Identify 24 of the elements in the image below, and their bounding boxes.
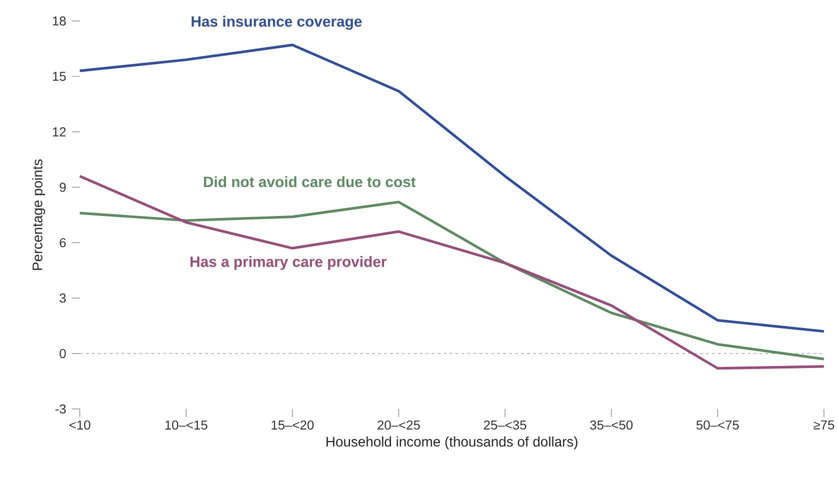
series-label: Has insurance coverage [192,16,362,30]
y-tick-label: 18 [52,16,66,26]
line-series [78,174,826,370]
line-series [78,44,826,333]
series-label: Did not avoid care due to cost [204,176,416,188]
y-tick-label: 3 [60,294,66,303]
series-label: Has a primary care provider [190,256,387,270]
x-tick-label: <10 [69,420,90,430]
x-tick-label: 15–<20 [272,420,314,430]
x-tick-label: 25–<35 [484,420,526,430]
y-axis-title: Percentage points [32,160,46,270]
x-axis-title: Household income (thousands of dollars) [326,436,578,450]
y-tick-label: 9 [60,182,66,192]
line-series [78,200,826,360]
y-tick-label: 6 [60,238,66,248]
y-tick-label: 15 [52,72,66,81]
x-tick-label: 20–<25 [378,420,420,430]
y-tick-label: 0 [60,349,66,358]
x-tick-label: 35–<50 [590,420,633,430]
y-tick-label: 12 [52,127,66,136]
x-tick-label: 50–<75 [696,420,739,430]
y-tick-label: -3 [55,404,66,414]
x-tick-label: 10–<15 [165,420,208,430]
x-tick-label: ≥75 [814,420,834,430]
